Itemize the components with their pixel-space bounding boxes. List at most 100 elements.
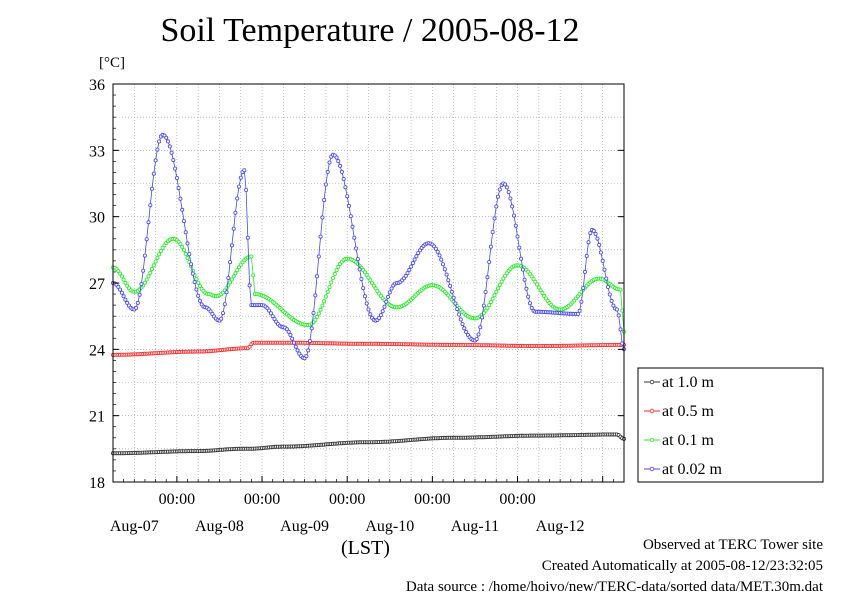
data-point bbox=[322, 299, 327, 304]
data-point bbox=[373, 286, 378, 291]
data-point bbox=[600, 258, 605, 263]
y-axis-unit: [°C] bbox=[99, 55, 125, 71]
data-point bbox=[341, 176, 346, 181]
legend-swatch-marker bbox=[649, 379, 655, 385]
data-point bbox=[169, 150, 174, 155]
data-point bbox=[368, 312, 373, 317]
data-point bbox=[513, 223, 518, 228]
data-point bbox=[142, 280, 147, 285]
data-point bbox=[480, 315, 485, 320]
data-point bbox=[235, 196, 240, 201]
data-point bbox=[384, 299, 389, 304]
data-point bbox=[492, 216, 497, 221]
footer-created: Created Automatically at 2005-08-12/23:3… bbox=[541, 558, 823, 574]
data-point bbox=[226, 275, 231, 280]
data-point bbox=[229, 277, 234, 282]
data-point bbox=[517, 245, 522, 250]
data-point bbox=[187, 252, 192, 257]
data-point bbox=[190, 271, 195, 276]
data-point bbox=[357, 267, 362, 272]
data-point bbox=[197, 283, 202, 288]
data-point bbox=[456, 312, 461, 317]
data-point bbox=[158, 248, 163, 253]
data-point bbox=[329, 280, 334, 285]
data-point bbox=[185, 241, 190, 246]
data-point bbox=[119, 290, 124, 295]
x-tick-time-label: 00:00 bbox=[159, 491, 195, 508]
legend-label: at 0.02 m bbox=[662, 461, 723, 478]
data-point bbox=[323, 294, 328, 299]
data-point bbox=[334, 268, 339, 273]
data-point bbox=[181, 219, 186, 224]
data-point bbox=[529, 274, 534, 279]
data-point bbox=[536, 285, 541, 290]
data-point bbox=[116, 284, 121, 289]
data-point bbox=[189, 262, 194, 267]
data-point bbox=[490, 296, 495, 301]
data-point bbox=[439, 257, 444, 262]
data-point bbox=[142, 253, 147, 258]
data-point bbox=[322, 197, 327, 202]
data-point bbox=[529, 305, 534, 310]
data-point bbox=[362, 294, 367, 299]
data-point bbox=[403, 273, 408, 278]
data-point bbox=[167, 144, 172, 149]
data-point bbox=[231, 274, 236, 279]
data-point bbox=[512, 213, 517, 218]
data-point bbox=[325, 289, 330, 294]
data-point bbox=[180, 244, 185, 249]
data-point bbox=[609, 298, 614, 303]
data-point bbox=[483, 289, 488, 294]
data-point bbox=[535, 282, 540, 287]
data-point bbox=[497, 282, 502, 287]
x-axis-label: (LST) bbox=[341, 537, 390, 559]
x-tick-time-label: 00:00 bbox=[329, 491, 365, 508]
data-point bbox=[334, 155, 339, 160]
data-point bbox=[290, 336, 295, 341]
data-point bbox=[178, 196, 183, 201]
data-point bbox=[575, 311, 580, 316]
data-point bbox=[165, 139, 170, 144]
data-point bbox=[307, 338, 312, 343]
data-point bbox=[220, 311, 225, 316]
footer-observed: Observed at TERC Tower site bbox=[642, 537, 823, 553]
data-point bbox=[318, 234, 323, 239]
y-tick-label: 27 bbox=[89, 276, 105, 293]
data-point bbox=[192, 280, 197, 285]
data-point bbox=[268, 311, 273, 316]
data-point bbox=[414, 254, 419, 259]
data-point bbox=[139, 281, 144, 286]
data-point bbox=[180, 207, 185, 212]
data-point bbox=[229, 243, 234, 248]
data-point bbox=[437, 253, 442, 258]
data-point bbox=[320, 303, 325, 308]
data-point bbox=[387, 290, 392, 295]
data-point bbox=[366, 307, 371, 312]
data-point bbox=[494, 289, 499, 294]
data-point bbox=[451, 295, 456, 300]
data-point bbox=[533, 279, 538, 284]
legend-label: at 0.5 m bbox=[662, 403, 715, 420]
data-point bbox=[442, 267, 447, 272]
y-tick-label: 24 bbox=[89, 342, 105, 359]
data-point bbox=[336, 159, 341, 164]
data-point bbox=[157, 252, 162, 257]
data-point bbox=[318, 307, 323, 312]
x-tick-time-label: 00:00 bbox=[499, 491, 535, 508]
y-tick-label: 33 bbox=[89, 143, 105, 160]
data-point bbox=[314, 314, 319, 319]
data-point bbox=[236, 265, 241, 270]
data-point bbox=[164, 135, 169, 140]
data-point bbox=[611, 303, 616, 308]
data-point bbox=[176, 186, 181, 191]
data-point bbox=[366, 275, 371, 280]
data-point bbox=[311, 310, 316, 315]
data-point bbox=[137, 292, 142, 297]
data-point bbox=[588, 231, 593, 236]
data-point bbox=[455, 307, 460, 312]
chart-title: Soil Temperature / 2005-08-12 bbox=[160, 12, 580, 49]
data-point bbox=[616, 313, 621, 318]
data-point bbox=[251, 273, 256, 278]
